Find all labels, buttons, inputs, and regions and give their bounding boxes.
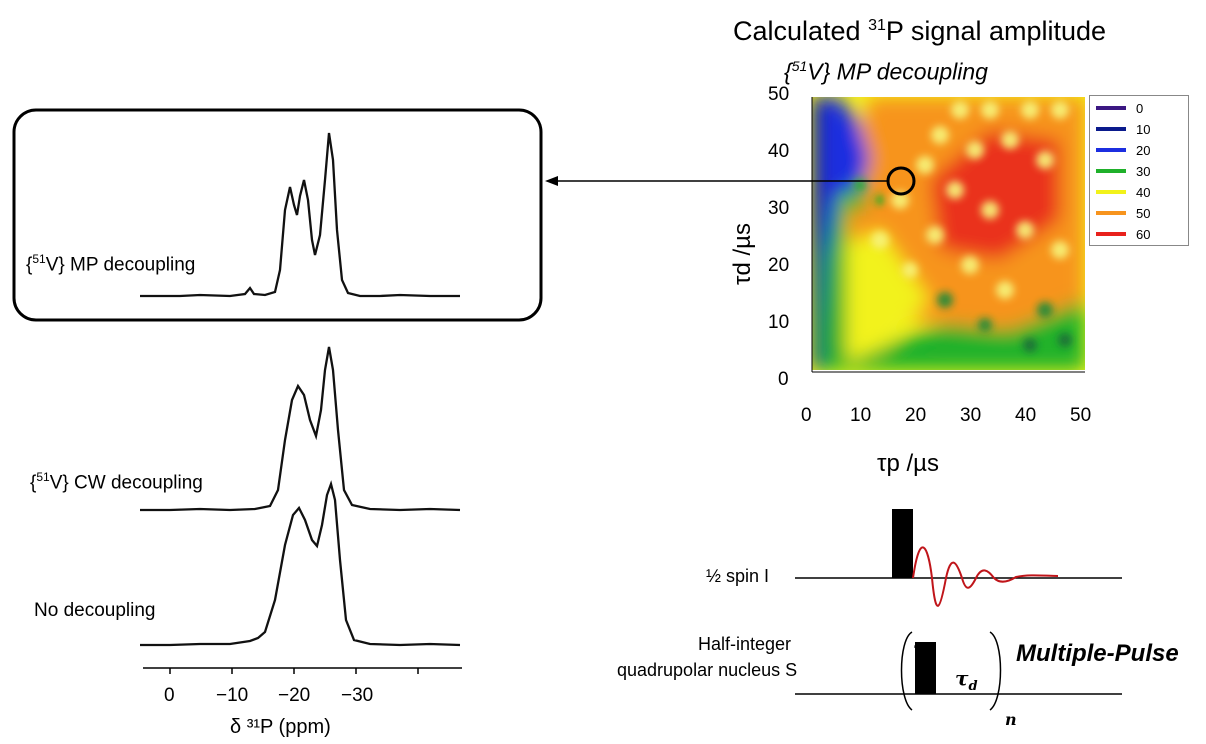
quad-label-line1: Half-integer [698, 634, 792, 654]
legend-swatch-40 [1096, 190, 1126, 194]
legend-item: 0 [1096, 98, 1143, 118]
legend-item: 60 [1096, 224, 1150, 244]
spectra-traces [140, 132, 461, 647]
hm-xtick: 30 [960, 405, 982, 426]
hm-xtick: 40 [1015, 405, 1037, 426]
multiple-pulse-label: Multiple-Pulse [1016, 640, 1179, 667]
heatmap-title-suffix: P signal amplitude [885, 16, 1107, 46]
repeat-n-label: n [1005, 710, 1017, 729]
label-mp-text: V} MP decoupling [45, 254, 196, 276]
label-mp-sup: 51 [32, 252, 46, 266]
tau-p-sub: p [926, 649, 936, 664]
legend-label: 0 [1136, 100, 1144, 116]
legend-swatch-20 [1096, 148, 1126, 152]
legend-label: 20 [1136, 142, 1151, 158]
legend-label: 10 [1136, 121, 1151, 137]
tau-p-symbol: τ [913, 636, 927, 660]
pulse-sequence-spin-I [795, 509, 1122, 607]
label-cw-decoupling: {51V} CW decoupling [30, 470, 203, 494]
hm-y-axis-title: τd /µs [729, 223, 756, 285]
hm-ytick: 40 [768, 141, 790, 162]
spectrum-mp [140, 132, 460, 298]
heatmap-title-sup: 31 [868, 17, 886, 34]
tau-d-label: τd [955, 666, 978, 694]
legend-swatch-10 [1096, 127, 1126, 131]
tau-p-label: τp [913, 636, 936, 664]
arrow-head [545, 176, 558, 186]
spin-I-label: ½ spin I [706, 566, 770, 586]
hm-ytick: 0 [778, 369, 789, 390]
legend-label: 40 [1136, 184, 1151, 200]
spectrum-cw [140, 346, 461, 512]
heatmap-title: Calculated 31P signal amplitude [733, 16, 1106, 47]
label-mp-decoupling: {51V} MP decoupling [26, 252, 196, 276]
legend-swatch-60 [1096, 232, 1126, 236]
label-no-decoupling: No decoupling [34, 600, 156, 621]
legend-label: 60 [1136, 226, 1151, 242]
label-cw-sup: 51 [36, 470, 50, 484]
spec-xtick: 0 [164, 685, 175, 706]
legend-item: 30 [1096, 161, 1150, 181]
legend-label: 30 [1136, 163, 1151, 179]
legend-label: 50 [1136, 205, 1151, 221]
heatmap-subtitle-sup: 51 [791, 58, 808, 74]
fid-signal [912, 546, 1059, 607]
legend-swatch-30 [1096, 169, 1126, 173]
pulse-sequence-spin-S [795, 631, 1122, 711]
hm-ytick: 20 [768, 255, 790, 276]
tau-d-sub: d [968, 679, 978, 694]
hm-ytick: 30 [768, 198, 790, 219]
heatmap-subtitle-suffix: V} MP decoupling [807, 58, 988, 85]
heatmap-title-prefix: Calculated [733, 16, 869, 46]
spec-xtick: −30 [341, 685, 374, 706]
legend-item: 50 [1096, 203, 1150, 223]
tau-d-symbol: τ [955, 666, 969, 690]
hm-x-axis-title: τp /µs [877, 450, 939, 477]
label-cw-text: V} CW decoupling [49, 472, 203, 494]
quad-label-line2: quadrupolar nucleus S [617, 660, 798, 680]
hm-xtick: 50 [1070, 405, 1092, 426]
legend-swatch-0 [1096, 106, 1126, 110]
spectrum-none [140, 480, 461, 647]
spectra-x-axis [143, 667, 462, 674]
legend-item: 40 [1096, 182, 1150, 202]
heatmap-subtitle-prefix: { [784, 58, 792, 85]
hm-ytick: 50 [768, 84, 790, 105]
spec-xtick: −20 [278, 685, 311, 706]
legend-swatch-50 [1096, 211, 1126, 215]
heatmap-subtitle: {51V} MP decoupling [784, 58, 988, 86]
mp-highlight-box [12, 108, 543, 322]
heatmap-legend: 0 10 20 30 40 50 60 [1089, 95, 1189, 246]
legend-item: 20 [1096, 140, 1150, 160]
hm-xtick: 20 [905, 405, 927, 426]
spec-x-axis-title: δ ³¹P (ppm) [230, 716, 331, 738]
legend-item: 10 [1096, 119, 1150, 139]
hm-xtick: 10 [850, 405, 872, 426]
heatmap-field [812, 97, 1085, 370]
hm-ytick: 10 [768, 312, 790, 333]
spec-xtick: −10 [216, 685, 249, 706]
heatmap-axes [811, 97, 1085, 373]
hm-xtick: 0 [801, 405, 812, 426]
